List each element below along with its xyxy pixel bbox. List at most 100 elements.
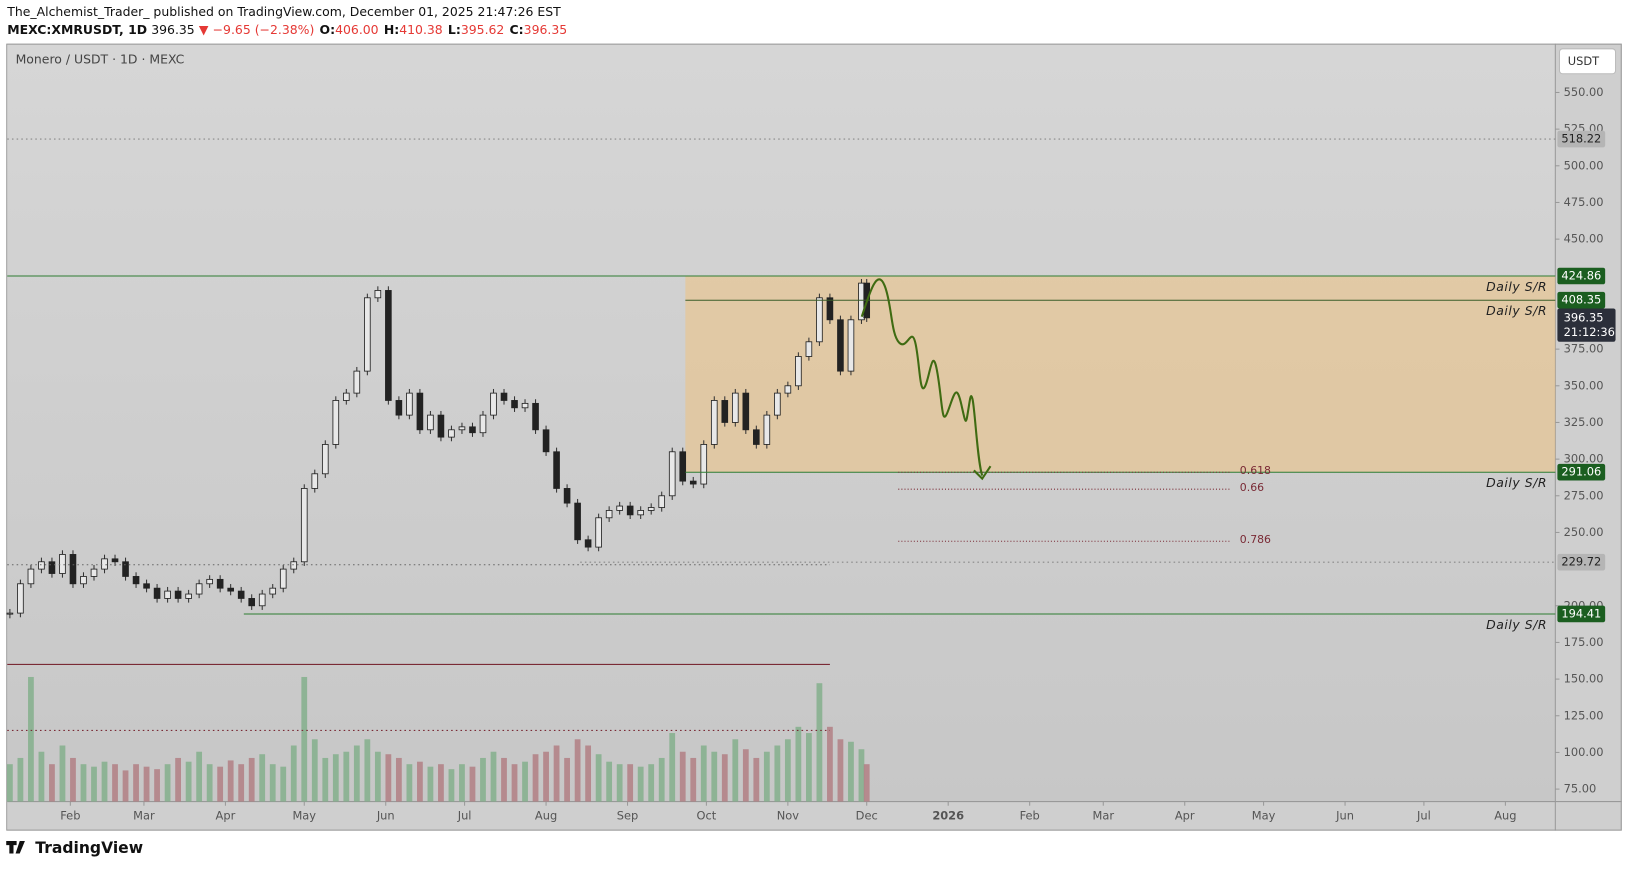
- volume-bar: [301, 676, 308, 802]
- candle-body: [17, 583, 24, 614]
- header-change: −9.65 (−2.38%): [213, 22, 315, 37]
- candle-body: [595, 517, 602, 548]
- candle-body: [731, 392, 739, 423]
- fib-label: 0.786: [1240, 533, 1271, 546]
- price-axis-bg: [1555, 43, 1622, 802]
- volume-bar: [248, 757, 255, 802]
- candle-body: [658, 495, 666, 508]
- x-tick-label: Mar: [1092, 809, 1114, 823]
- header-o-label: O:: [320, 22, 336, 37]
- level-label: Daily S/R: [1486, 475, 1547, 490]
- x-tick-label: Jun: [1335, 809, 1354, 823]
- candle-body: [605, 510, 613, 519]
- candle-body: [721, 400, 729, 423]
- volume-bar: [564, 757, 570, 802]
- volume-bar: [154, 769, 160, 802]
- candle-body: [185, 593, 192, 599]
- price-tag: [1557, 605, 1606, 623]
- volume-bar: [70, 757, 76, 802]
- candle-body: [385, 290, 392, 401]
- volume-bar: [175, 757, 181, 802]
- volume-bar: [448, 769, 455, 802]
- header-last: 396.35: [151, 22, 195, 37]
- volume-bar: [501, 757, 507, 802]
- forecast-path: [860, 278, 992, 481]
- volume-bar: [753, 757, 760, 802]
- candle-body: [584, 539, 592, 548]
- candle-body: [27, 568, 35, 585]
- y-tick-label: 450.00: [1564, 232, 1604, 246]
- candle-body: [784, 385, 792, 394]
- current-price-label: 396.35: [1564, 310, 1604, 324]
- candle-body: [753, 429, 760, 445]
- volume-bar: [669, 733, 676, 802]
- volume-bar: [374, 751, 381, 802]
- volume-bar: [648, 764, 655, 802]
- price-tag-label: 229.72: [1561, 555, 1601, 569]
- volume-bar: [700, 745, 707, 802]
- price-tag: [1557, 553, 1606, 571]
- header-arrow: ▼: [199, 22, 209, 37]
- volume-bar: [858, 749, 865, 802]
- volume-bar: [837, 739, 844, 802]
- header-l: 395.62: [461, 22, 505, 37]
- candle-body: [206, 578, 213, 585]
- volume-bar: [112, 764, 118, 802]
- x-tick-label: May: [1252, 809, 1276, 823]
- y-tick-label: 275.00: [1564, 488, 1604, 502]
- level-label: Daily S/R: [1486, 617, 1547, 632]
- volume-bar: [206, 764, 213, 802]
- candle-body: [59, 554, 66, 574]
- candle-body: [816, 297, 823, 343]
- volume-bar: [848, 741, 854, 802]
- candle-body: [542, 429, 550, 453]
- candle-body: [406, 392, 413, 416]
- candle-body: [353, 370, 361, 394]
- candle-body: [774, 392, 781, 416]
- y-tick-label: 175.00: [1564, 635, 1604, 649]
- volume-bar: [616, 764, 623, 802]
- x-tick-label: Sep: [617, 809, 639, 823]
- currency-label[interactable]: USDT: [1568, 54, 1599, 68]
- volume-bar: [511, 764, 518, 802]
- candle-body: [553, 451, 560, 489]
- candle-body: [521, 402, 529, 409]
- x-tick-label: Aug: [535, 809, 557, 823]
- y-tick-label: 325.00: [1564, 415, 1604, 429]
- candle-body: [101, 558, 108, 570]
- countdown: 21:12:36: [1564, 325, 1615, 339]
- x-tick-label: Nov: [777, 809, 800, 823]
- volume-bar: [217, 766, 224, 802]
- candle-body: [448, 429, 455, 438]
- volume-bar: [38, 751, 45, 802]
- volume-bar: [480, 757, 486, 802]
- x-tick-label: 2026: [932, 809, 964, 823]
- volume-bar: [122, 770, 129, 802]
- volume-bar: [227, 760, 234, 802]
- candle-body: [437, 414, 445, 438]
- volume-bar: [311, 739, 318, 802]
- volume-bar: [585, 745, 592, 802]
- volume-bar: [795, 726, 802, 802]
- candle-body: [258, 593, 266, 607]
- candle-body: [637, 510, 644, 516]
- currency-box[interactable]: [1558, 48, 1617, 75]
- x-tick-label: Apr: [216, 809, 236, 823]
- header-l-label: L:: [448, 22, 461, 37]
- header-h: 410.38: [399, 22, 443, 37]
- candle-body: [574, 502, 581, 541]
- x-tick-label: Aug: [1494, 809, 1516, 823]
- y-tick-label: 550.00: [1564, 85, 1604, 99]
- volume-bar: [280, 766, 287, 802]
- volume-bar: [863, 764, 870, 802]
- volume-bar: [343, 751, 350, 802]
- candle-body: [616, 505, 623, 511]
- ohlc-line: MEXC:XMRUSDT, 1D 396.35 ▼ −9.65 (−2.38%) O:4…: [7, 22, 567, 37]
- candle-body: [164, 590, 171, 599]
- x-tick-label: Jun: [376, 809, 395, 823]
- candle-body: [216, 578, 224, 589]
- y-tick-label: 300.00: [1564, 452, 1604, 466]
- volume-bar: [679, 751, 686, 802]
- candle-body: [132, 576, 140, 585]
- volume-bar: [459, 764, 465, 802]
